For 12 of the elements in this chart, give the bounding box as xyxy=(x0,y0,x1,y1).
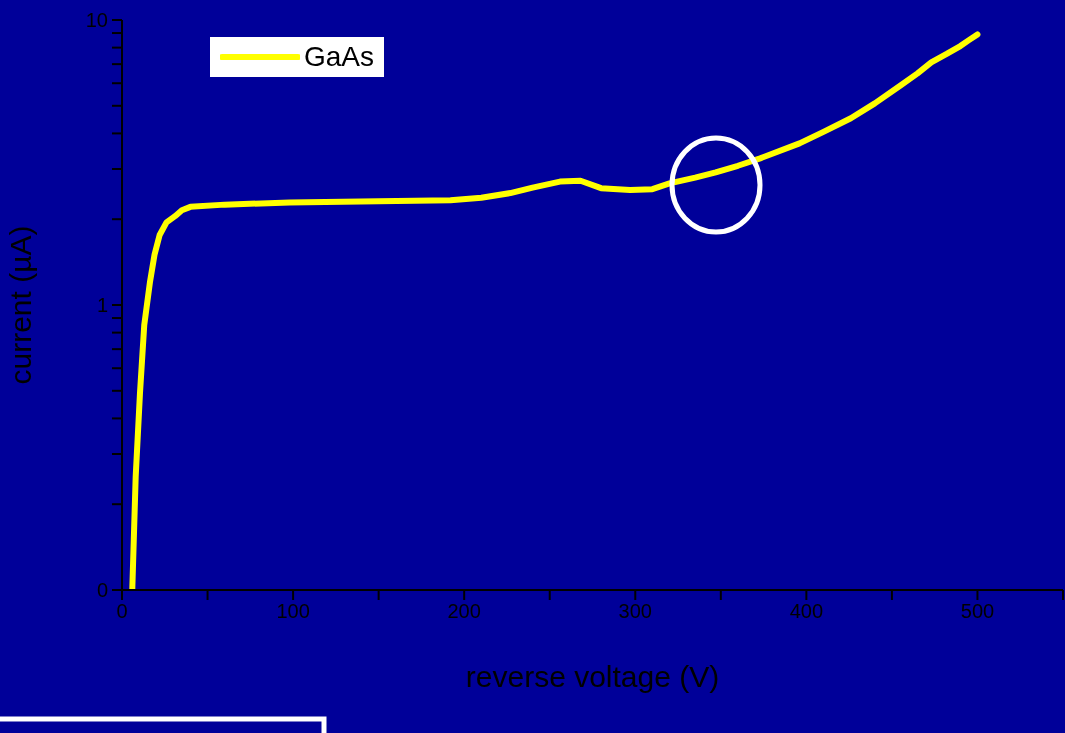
x-tick-label: 400 xyxy=(789,600,824,623)
y-tick-label: 10 xyxy=(85,9,108,32)
x-tick-label: 0 xyxy=(116,600,128,623)
y-axis-title: current (µA) xyxy=(3,225,37,385)
x-axis-title: reverse voltage (V) xyxy=(465,660,720,693)
legend-label: GaAs xyxy=(304,41,375,73)
x-tick-label: 200 xyxy=(447,600,481,623)
x-tick-label: 300 xyxy=(618,600,652,623)
y-tick-label: 1 xyxy=(96,294,108,317)
y-tick-label: 0 xyxy=(96,579,108,602)
x-tick-label: 500 xyxy=(960,600,995,623)
x-tick-label: 100 xyxy=(276,600,310,623)
